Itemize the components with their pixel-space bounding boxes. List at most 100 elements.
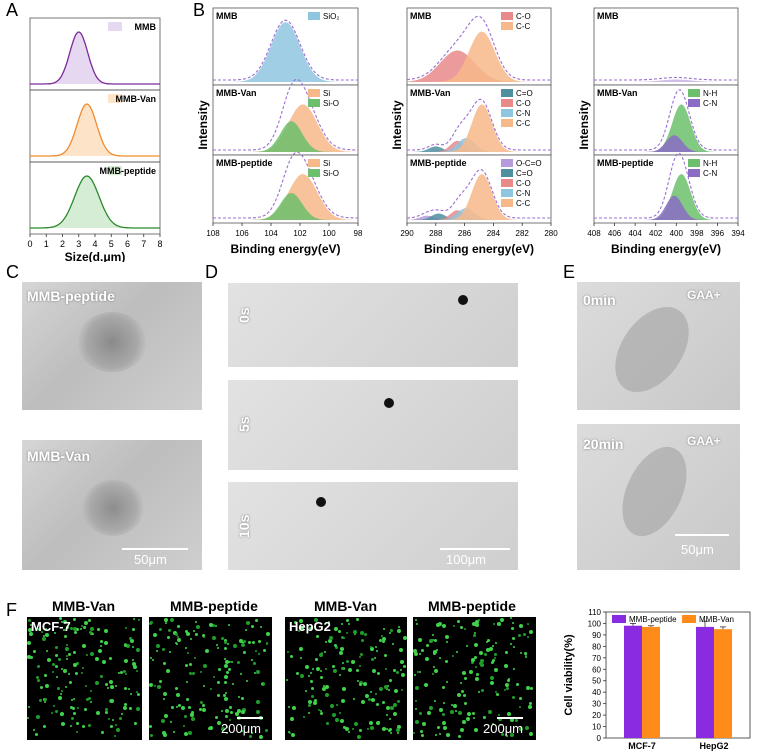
cell-dot [321, 652, 324, 655]
fluorescence-image-mcf7-peptide: 200μm [149, 617, 272, 740]
cell-dot [360, 700, 365, 705]
cell-dot [338, 651, 343, 656]
cell-dot [388, 727, 392, 731]
cell-dot [84, 621, 89, 626]
x-tick-label: 288 [429, 229, 443, 238]
cell-dot [132, 662, 137, 667]
cell-line-label: MCF-7 [31, 619, 71, 634]
cell-dot [342, 662, 345, 665]
cell-dot [176, 643, 179, 645]
cell-dot [499, 723, 502, 726]
panel-label-c: C [6, 262, 19, 282]
frame-time-label: 10s [236, 514, 252, 538]
legend-label: C-O [516, 12, 531, 21]
cell-dot [291, 705, 296, 710]
cell-dot [177, 624, 181, 628]
legend-swatch [108, 94, 122, 103]
cell-dot [82, 666, 85, 669]
cell-dot [163, 713, 168, 718]
cell-dot [418, 712, 422, 716]
cell-dot [131, 627, 135, 631]
cell-dot [162, 733, 167, 738]
cell-dot [54, 654, 58, 658]
cell-dot [365, 693, 370, 698]
cell-dot [325, 684, 330, 689]
cell-dot [375, 693, 378, 696]
cell-dot [239, 639, 244, 644]
cell-dot [451, 655, 454, 658]
cell-dot [439, 732, 441, 735]
cell-dot [319, 710, 322, 713]
aggregate-blob [77, 312, 147, 372]
cell-dot [215, 624, 218, 627]
sample-label: MMB-Van [597, 88, 638, 98]
cell-dot [68, 652, 72, 656]
cell-dot [43, 725, 47, 729]
cell-dot [77, 707, 80, 710]
x-tick-label: 284 [487, 229, 501, 238]
legend-label: C=O [516, 169, 533, 178]
cell-dot [376, 720, 381, 725]
cell-dot [228, 623, 231, 626]
cell-dot [317, 709, 320, 712]
cell-dot [243, 639, 247, 643]
sample-label: MMB-peptide [410, 158, 467, 168]
cell-dot [105, 710, 108, 714]
cell-dot [372, 668, 377, 673]
cell-dot [432, 652, 436, 656]
cell-dot [328, 638, 333, 643]
cell-dot [364, 632, 368, 636]
cell-dot [69, 724, 72, 727]
cell-dot [72, 627, 77, 632]
x-tick-label: 6 [125, 239, 130, 249]
scale-bar [440, 548, 510, 550]
cell-dot [457, 693, 462, 698]
cell-dot [474, 665, 477, 668]
cell-dot [63, 669, 68, 674]
legend-label: N-H [703, 89, 717, 98]
timelapse-frame-0s: 0s [228, 283, 518, 367]
bar [696, 626, 714, 738]
cell-dot [494, 691, 497, 694]
cell-dot [257, 652, 260, 655]
fit-envelope [213, 78, 358, 151]
cell-dot [285, 678, 288, 681]
cell-dot [332, 712, 337, 717]
cell-dot [27, 717, 30, 720]
cell-dot [163, 662, 167, 666]
cell-dot [185, 663, 189, 667]
cell-dot [438, 657, 441, 660]
cell-dot [37, 678, 41, 682]
cell-dot [265, 632, 270, 637]
cell-image-20min: 20min GAA+ 50μm [577, 424, 740, 570]
legend-label: Si-O [323, 99, 339, 108]
cell-dot [376, 703, 380, 707]
cell-dot [54, 709, 58, 713]
cell-dot [475, 676, 480, 681]
cell-dot [199, 701, 203, 705]
cell-dot [516, 682, 520, 686]
cell-dot [464, 701, 468, 705]
cell-dot [450, 709, 455, 714]
cell-dot [445, 732, 450, 737]
cell-dot [358, 665, 361, 668]
cell-dot [79, 628, 82, 631]
sample-label: MMB-Van [216, 88, 257, 98]
cell-dot [38, 627, 42, 631]
cell-dot [478, 690, 481, 693]
cell-dot [255, 710, 260, 714]
cell-dot [453, 704, 458, 709]
cell-dot [264, 729, 268, 733]
cell-dot [89, 689, 92, 692]
panel-label-d: D [205, 262, 218, 282]
cell-dot [183, 725, 186, 728]
legend-swatch [501, 22, 513, 30]
legend-label: MMB-Van [699, 615, 734, 624]
legend-swatch [108, 166, 122, 175]
cell-dot [319, 712, 323, 716]
cell-dot [307, 704, 311, 708]
cell-dot [61, 690, 64, 693]
cell-dot [216, 647, 219, 650]
cell-dot [485, 641, 488, 644]
scale-bar-label: 50μm [681, 542, 714, 557]
